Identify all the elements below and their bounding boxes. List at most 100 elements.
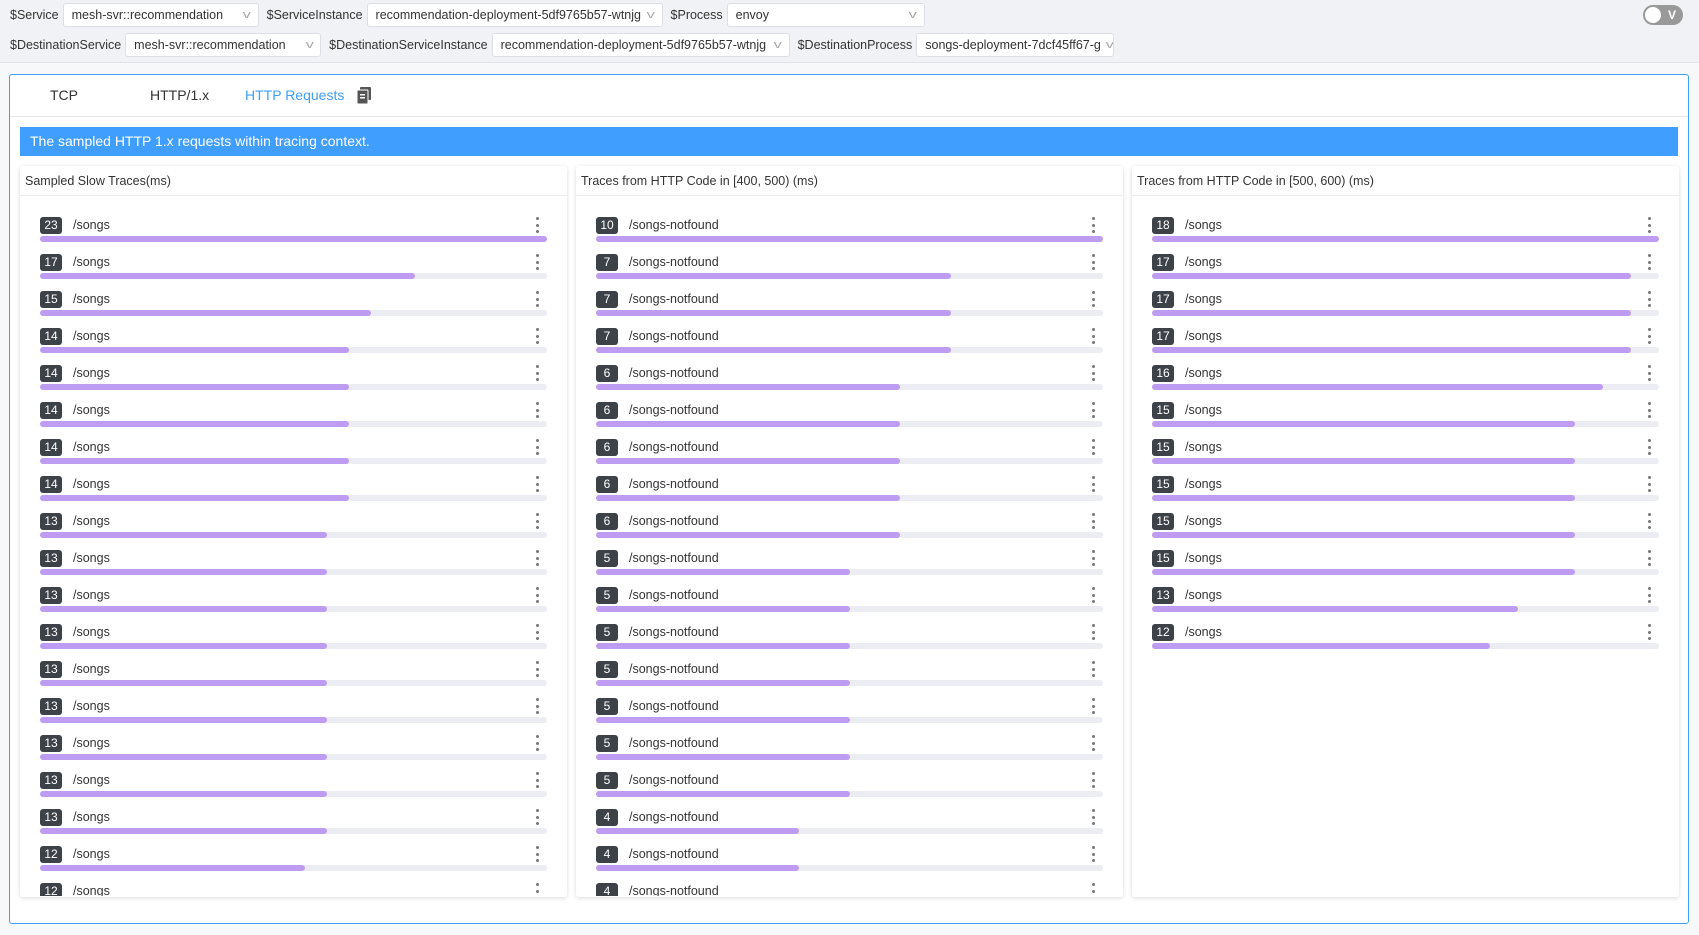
more-options-icon[interactable] bbox=[1648, 402, 1651, 418]
trace-item[interactable]: 12/songs bbox=[40, 846, 547, 883]
trace-list[interactable]: 10/songs-notfound 7/songs-notfound 7/songs… bbox=[576, 196, 1123, 896]
trace-item[interactable]: 17/songs bbox=[1152, 254, 1659, 291]
endpoint-name[interactable]: /songs bbox=[73, 551, 110, 565]
trace-item[interactable]: 17/songs bbox=[1152, 291, 1659, 328]
endpoint-name[interactable]: /songs-notfound bbox=[629, 514, 719, 528]
trace-item[interactable]: 6/songs-notfound bbox=[596, 365, 1103, 402]
more-options-icon[interactable] bbox=[536, 846, 539, 862]
endpoint-name[interactable]: /songs-notfound bbox=[629, 662, 719, 676]
endpoint-name[interactable]: /songs bbox=[1185, 366, 1222, 380]
endpoint-name[interactable]: /songs-notfound bbox=[629, 255, 719, 269]
trace-item[interactable]: 14/songs bbox=[40, 476, 547, 513]
trace-item[interactable]: 13/songs bbox=[40, 587, 547, 624]
endpoint-name[interactable]: /songs-notfound bbox=[629, 329, 719, 343]
more-options-icon[interactable] bbox=[1648, 328, 1651, 344]
tab-http1x[interactable]: HTTP/1.x bbox=[150, 87, 210, 103]
filter-select[interactable]: songs-deployment-7dcf45ff67-g v bbox=[916, 33, 1115, 57]
more-options-icon[interactable] bbox=[1648, 217, 1651, 233]
more-options-icon[interactable] bbox=[1648, 291, 1651, 307]
trace-item[interactable]: 6/songs-notfound bbox=[596, 513, 1103, 550]
trace-item[interactable]: 7/songs-notfound bbox=[596, 291, 1103, 328]
more-options-icon[interactable] bbox=[1092, 439, 1095, 455]
endpoint-name[interactable]: /songs-notfound bbox=[629, 810, 719, 824]
more-options-icon[interactable] bbox=[536, 735, 539, 751]
endpoint-name[interactable]: /songs bbox=[1185, 292, 1222, 306]
more-options-icon[interactable] bbox=[536, 550, 539, 566]
trace-item[interactable]: 15/songs bbox=[40, 291, 547, 328]
trace-item[interactable]: 15/songs bbox=[1152, 550, 1659, 587]
more-options-icon[interactable] bbox=[536, 328, 539, 344]
more-options-icon[interactable] bbox=[1648, 365, 1651, 381]
more-options-icon[interactable] bbox=[536, 476, 539, 492]
endpoint-name[interactable]: /songs-notfound bbox=[629, 366, 719, 380]
trace-item[interactable]: 4/songs-notfound bbox=[596, 809, 1103, 846]
more-options-icon[interactable] bbox=[1092, 254, 1095, 270]
endpoint-name[interactable]: /songs bbox=[1185, 440, 1222, 454]
endpoint-name[interactable]: /songs-notfound bbox=[629, 699, 719, 713]
endpoint-name[interactable]: /songs bbox=[1185, 551, 1222, 565]
endpoint-name[interactable]: /songs bbox=[73, 699, 110, 713]
trace-item[interactable]: 13/songs bbox=[40, 550, 547, 587]
endpoint-name[interactable]: /songs bbox=[73, 292, 110, 306]
endpoint-name[interactable]: /songs bbox=[1185, 403, 1222, 417]
endpoint-name[interactable]: /songs-notfound bbox=[629, 218, 719, 232]
endpoint-name[interactable]: /songs-notfound bbox=[629, 551, 719, 565]
more-options-icon[interactable] bbox=[536, 883, 539, 896]
more-options-icon[interactable] bbox=[1092, 698, 1095, 714]
trace-item[interactable]: 17/songs bbox=[1152, 328, 1659, 365]
more-options-icon[interactable] bbox=[536, 587, 539, 603]
endpoint-name[interactable]: /songs-notfound bbox=[629, 292, 719, 306]
trace-item[interactable]: 13/songs bbox=[40, 661, 547, 698]
tab-http-requests[interactable]: HTTP Requests bbox=[245, 87, 345, 103]
trace-item[interactable]: 16/songs bbox=[1152, 365, 1659, 402]
trace-item[interactable]: 13/songs bbox=[40, 624, 547, 661]
trace-item[interactable]: 4/songs-notfound bbox=[596, 846, 1103, 883]
more-options-icon[interactable] bbox=[1092, 772, 1095, 788]
endpoint-name[interactable]: /songs bbox=[1185, 588, 1222, 602]
copy-icon[interactable] bbox=[357, 87, 371, 104]
endpoint-name[interactable]: /songs bbox=[73, 625, 110, 639]
more-options-icon[interactable] bbox=[1092, 476, 1095, 492]
trace-item[interactable]: 18/songs bbox=[1152, 217, 1659, 254]
more-options-icon[interactable] bbox=[1092, 624, 1095, 640]
trace-item[interactable]: 13/songs bbox=[40, 513, 547, 550]
endpoint-name[interactable]: /songs bbox=[73, 255, 110, 269]
more-options-icon[interactable] bbox=[1092, 550, 1095, 566]
trace-item[interactable]: 7/songs-notfound bbox=[596, 254, 1103, 291]
endpoint-name[interactable]: /songs-notfound bbox=[629, 884, 719, 896]
trace-item[interactable]: 4/songs-notfound bbox=[596, 883, 1103, 896]
endpoint-name[interactable]: /songs bbox=[73, 588, 110, 602]
more-options-icon[interactable] bbox=[1648, 439, 1651, 455]
trace-list[interactable]: 23/songs 17/songs 15/songs 14/songs 14/songs… bbox=[20, 196, 567, 896]
more-options-icon[interactable] bbox=[536, 439, 539, 455]
filter-select[interactable]: mesh-svr::recommendation v bbox=[125, 33, 322, 57]
endpoint-name[interactable]: /songs bbox=[1185, 218, 1222, 232]
endpoint-name[interactable]: /songs-notfound bbox=[629, 588, 719, 602]
trace-item[interactable]: 12/songs bbox=[1152, 624, 1659, 661]
visualization-toggle[interactable]: V bbox=[1643, 5, 1683, 25]
filter-select[interactable]: mesh-svr::recommendation v bbox=[62, 3, 259, 27]
endpoint-name[interactable]: /songs bbox=[73, 403, 110, 417]
trace-item[interactable]: 14/songs bbox=[40, 439, 547, 476]
filter-select[interactable]: recommendation-deployment-5df9765b57-wtn… bbox=[366, 3, 663, 27]
trace-item[interactable]: 15/songs bbox=[1152, 476, 1659, 513]
more-options-icon[interactable] bbox=[1092, 402, 1095, 418]
trace-list[interactable]: 18/songs 17/songs 17/songs 17/songs 16/songs… bbox=[1132, 196, 1679, 896]
trace-item[interactable]: 13/songs bbox=[40, 772, 547, 809]
endpoint-name[interactable]: /songs-notfound bbox=[629, 625, 719, 639]
trace-item[interactable]: 5/songs-notfound bbox=[596, 698, 1103, 735]
trace-item[interactable]: 13/songs bbox=[40, 698, 547, 735]
more-options-icon[interactable] bbox=[536, 365, 539, 381]
trace-item[interactable]: 5/songs-notfound bbox=[596, 772, 1103, 809]
more-options-icon[interactable] bbox=[1648, 550, 1651, 566]
trace-item[interactable]: 14/songs bbox=[40, 365, 547, 402]
more-options-icon[interactable] bbox=[1648, 587, 1651, 603]
endpoint-name[interactable]: /songs-notfound bbox=[629, 440, 719, 454]
trace-item[interactable]: 15/songs bbox=[1152, 402, 1659, 439]
trace-item[interactable]: 14/songs bbox=[40, 328, 547, 365]
endpoint-name[interactable]: /songs-notfound bbox=[629, 403, 719, 417]
trace-item[interactable]: 5/songs-notfound bbox=[596, 624, 1103, 661]
endpoint-name[interactable]: /songs bbox=[1185, 255, 1222, 269]
trace-item[interactable]: 7/songs-notfound bbox=[596, 328, 1103, 365]
more-options-icon[interactable] bbox=[536, 254, 539, 270]
